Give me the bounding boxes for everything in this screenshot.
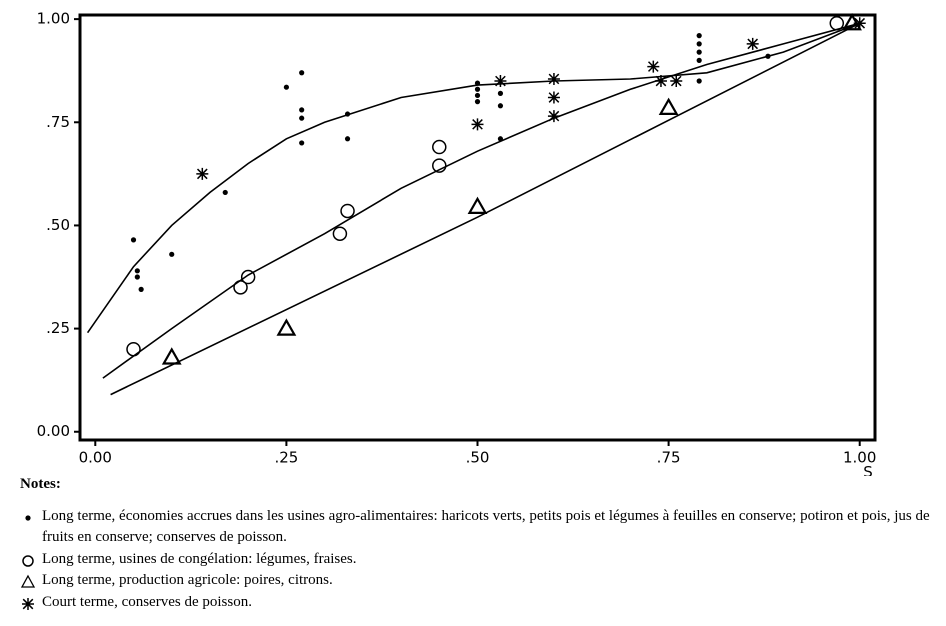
point-star	[746, 37, 759, 50]
point-dot	[222, 189, 228, 196]
y-tick-label: .75	[46, 113, 70, 131]
point-star	[471, 118, 484, 131]
notes-title: Notes:	[20, 476, 61, 492]
point-triangle	[161, 347, 182, 365]
point-dot	[497, 136, 504, 142]
point-dot	[134, 268, 140, 274]
point-dot	[696, 49, 702, 55]
point-dot	[169, 251, 175, 257]
point-circle	[126, 341, 141, 357]
x-tick-label: .25	[274, 449, 298, 467]
point-dot	[474, 92, 481, 99]
chart: S 0.00 .25 .50 .75 1.00 0.00 .25 .50 .75 1.00	[37, 10, 877, 476]
legend-entry: Long terme, usines de congélation: légum…	[20, 549, 942, 571]
point-star	[547, 110, 560, 123]
point-dot	[134, 274, 140, 280]
x-tick-label: 1.00	[843, 449, 876, 467]
y-tick-label: 0.00	[37, 422, 70, 440]
point-circle	[340, 203, 355, 219]
point-dot	[299, 70, 305, 76]
point-circle	[829, 16, 845, 31]
legend-text: Long terme, économies accrues dans les u…	[42, 507, 930, 546]
point-triangle	[658, 97, 679, 115]
legend-symbol	[22, 554, 34, 567]
legend-text: Court terme, conserves de poisson.	[42, 593, 252, 610]
point-dot	[696, 78, 702, 84]
point-dot	[474, 99, 481, 105]
point-dot	[138, 286, 144, 292]
legend-text: Long terme, usines de congélation: légum…	[42, 550, 357, 567]
y-tick-label: .25	[46, 319, 70, 337]
point-star	[853, 17, 866, 30]
legend-symbol	[22, 597, 34, 610]
notes: Notes: Long terme, économies accrues dan…	[20, 474, 942, 613]
fitted-curve	[110, 22, 861, 396]
point-star	[647, 60, 660, 73]
point-triangle	[842, 13, 862, 31]
fitted-curve	[102, 22, 860, 379]
point-dot	[344, 136, 351, 142]
point-circle	[432, 158, 447, 173]
point-dot	[344, 111, 351, 117]
point-dot	[765, 53, 771, 59]
fitted-curve	[86, 22, 860, 334]
legend-symbol	[25, 514, 31, 521]
point-dot	[497, 90, 504, 96]
point-circle	[332, 226, 348, 241]
point-star	[494, 75, 507, 88]
point-star	[196, 167, 209, 180]
point-dot	[299, 115, 305, 121]
point-star	[547, 91, 560, 104]
x-tick-label: .50	[466, 449, 490, 467]
point-triangle	[467, 196, 488, 214]
legend-symbol	[20, 574, 36, 588]
point-dot	[474, 86, 481, 92]
point-dot	[130, 237, 137, 243]
point-dot	[299, 107, 305, 113]
legend-entry: Court terme, conserves de poisson.	[20, 592, 942, 614]
point-dot	[474, 80, 481, 86]
legend-text: Long terme, production agricole: poires,…	[42, 572, 333, 588]
y-tick-label: 1.00	[37, 10, 70, 28]
point-triangle	[276, 318, 297, 336]
legend-marker	[20, 574, 36, 588]
point-circle	[240, 269, 256, 285]
y-tick-label: .50	[46, 216, 70, 234]
point-star	[654, 75, 667, 88]
legend-marker	[22, 554, 34, 567]
legend-entry: Long terme, production agricole: poires,…	[20, 570, 942, 592]
x-axis-label: S	[863, 463, 873, 476]
point-dot	[283, 84, 289, 90]
point-dot	[497, 103, 504, 109]
point-dot	[299, 140, 305, 146]
x-tick-label: 0.00	[79, 449, 112, 467]
legend-entry: Long terme, économies accrues dans les u…	[20, 506, 942, 549]
point-dot	[696, 41, 702, 47]
point-star	[670, 75, 683, 88]
plot-frame	[78, 13, 877, 442]
point-dot	[696, 33, 702, 39]
point-circle	[432, 139, 447, 155]
point-dot	[696, 57, 702, 63]
point-star	[547, 72, 560, 85]
legend-marker	[25, 514, 31, 521]
point-circle	[233, 280, 248, 295]
x-tick-label: .75	[657, 449, 681, 467]
legend-marker	[22, 597, 34, 610]
